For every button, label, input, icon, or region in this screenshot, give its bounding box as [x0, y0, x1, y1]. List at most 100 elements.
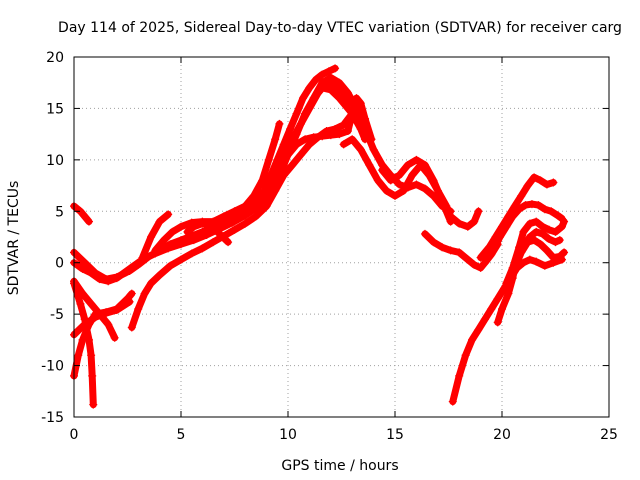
data-point [262, 202, 271, 211]
data-point [448, 397, 457, 406]
data-point [147, 233, 156, 241]
data-point [241, 202, 250, 211]
data-point [487, 305, 496, 313]
data-point [468, 335, 477, 344]
data-series [70, 64, 569, 409]
data-point [480, 258, 489, 267]
data-point [110, 333, 119, 342]
data-point [480, 315, 489, 324]
data-point [104, 320, 113, 329]
data-point [286, 125, 295, 133]
data-point [112, 306, 121, 315]
series-track-d [70, 277, 119, 342]
data-point [560, 217, 569, 226]
data-point [183, 227, 192, 236]
data-point [532, 227, 541, 236]
data-point [523, 238, 532, 247]
data-point [264, 155, 273, 164]
data-point [151, 246, 160, 255]
data-point [391, 191, 399, 200]
data-point [155, 217, 164, 226]
data-point [463, 222, 472, 231]
axis-ticks: 0 5 10 15 20 25 -15 -10 -5 0 5 10 15 20 [41, 50, 618, 443]
data-point [241, 211, 250, 220]
y-axis-label: SDTVAR / TECUs [6, 181, 22, 296]
x-tick-label: 15 [386, 427, 404, 443]
data-point [532, 257, 541, 266]
data-point [288, 135, 297, 144]
data-point [525, 255, 534, 264]
data-point [147, 279, 156, 288]
data-point [288, 161, 297, 169]
series-track-j [151, 79, 356, 254]
data-point [326, 131, 335, 140]
data-point [134, 305, 143, 313]
data-point [438, 243, 447, 252]
x-axis-label: GPS time / hours [281, 458, 398, 474]
data-point [455, 371, 464, 380]
data-point [343, 127, 352, 136]
data-point [540, 205, 549, 214]
data-point [367, 135, 376, 144]
data-point [125, 264, 134, 273]
series-track-l [241, 120, 283, 210]
data-point [356, 99, 365, 108]
data-point [530, 173, 539, 182]
data-point [403, 161, 412, 169]
series-track-i [139, 210, 172, 262]
data-point [378, 166, 387, 175]
data-point [127, 323, 136, 332]
data-point [89, 400, 98, 409]
data-point [292, 140, 301, 149]
data-point [557, 222, 566, 231]
data-point [298, 94, 307, 103]
data-point [540, 261, 549, 270]
data-point [311, 75, 320, 84]
x-tick-label: 5 [177, 427, 186, 443]
data-point [530, 236, 539, 245]
data-point [74, 351, 83, 360]
x-tick-label: 25 [600, 427, 618, 443]
data-point [249, 191, 258, 200]
data-point [519, 227, 528, 236]
data-point [510, 263, 519, 272]
x-tick-label: 0 [70, 427, 79, 443]
data-point [251, 212, 260, 221]
data-point [461, 351, 470, 360]
data-point [177, 222, 185, 231]
data-point [463, 255, 472, 264]
data-point [365, 161, 374, 169]
data-point [112, 274, 121, 283]
x-tick-label: 20 [493, 427, 511, 443]
data-point [76, 299, 85, 308]
data-point [88, 371, 97, 380]
data-point [542, 180, 551, 189]
data-point [168, 227, 177, 236]
data-point [80, 258, 89, 267]
data-point [373, 176, 382, 185]
data-point [305, 104, 314, 113]
data-point [502, 279, 511, 288]
data-point [140, 289, 149, 298]
x-tick-label: 10 [279, 427, 297, 443]
data-point [301, 135, 310, 144]
data-point [78, 335, 87, 344]
data-point [228, 218, 237, 227]
data-point [230, 225, 239, 234]
data-point [348, 135, 357, 144]
data-point [189, 222, 198, 231]
data-point [279, 171, 288, 180]
data-point [125, 297, 134, 306]
data-point [412, 180, 421, 189]
series-track-s [477, 173, 557, 262]
data-point [361, 125, 370, 133]
data-point [382, 186, 391, 195]
data-point [515, 205, 524, 214]
data-point [331, 64, 340, 73]
data-point [551, 227, 560, 236]
data-point [102, 309, 111, 318]
data-point [275, 119, 284, 128]
data-point [84, 217, 93, 226]
data-point [549, 178, 558, 187]
